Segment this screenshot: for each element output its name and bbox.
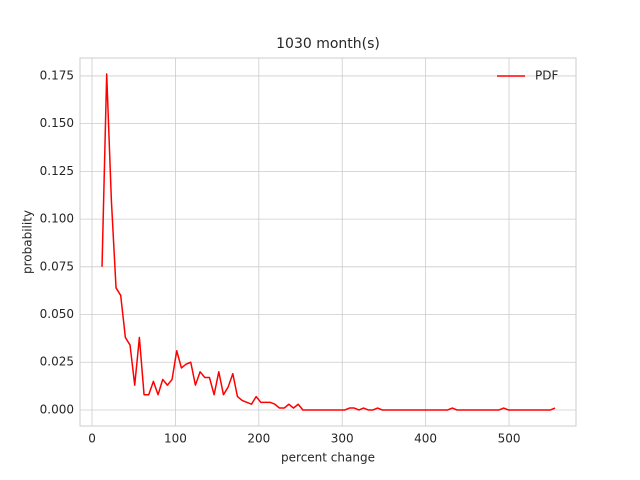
- data-line: [101, 73, 556, 411]
- x-axis-label: percent change: [281, 451, 375, 465]
- x-tick-label: 300: [331, 432, 354, 446]
- y-tick-label: 0.075: [40, 259, 74, 273]
- y-tick-label: 0.000: [40, 402, 74, 416]
- x-tick-label: 500: [498, 432, 521, 446]
- y-tick-label: 0.100: [40, 212, 74, 226]
- x-tick-label: 200: [247, 432, 270, 446]
- y-tick-label: 0.175: [40, 68, 74, 82]
- chart-title: 1030 month(s): [276, 36, 380, 52]
- legend-label: PDF: [535, 69, 558, 83]
- y-tick-label: 0.150: [40, 116, 74, 130]
- x-tick-label: 100: [164, 432, 187, 446]
- y-tick-label: 0.125: [40, 164, 74, 178]
- y-axis-label: probability: [21, 210, 35, 274]
- y-tick-label: 0.050: [40, 307, 74, 321]
- x-tick-label: 400: [414, 432, 437, 446]
- y-tick-label: 0.025: [40, 355, 74, 369]
- plot-frame: [79, 57, 577, 427]
- x-tick-label: 0: [88, 432, 96, 446]
